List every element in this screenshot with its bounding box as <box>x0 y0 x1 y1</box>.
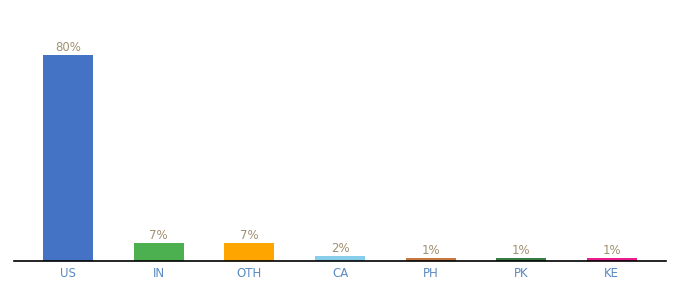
Text: 1%: 1% <box>422 244 440 257</box>
Text: 2%: 2% <box>330 242 350 255</box>
Bar <box>44 55 93 261</box>
Bar <box>587 258 636 261</box>
Text: 7%: 7% <box>240 229 258 242</box>
Text: 80%: 80% <box>55 40 81 54</box>
Bar <box>134 243 184 261</box>
Text: 1%: 1% <box>512 244 530 257</box>
Bar <box>406 258 456 261</box>
Bar <box>496 258 546 261</box>
Text: 7%: 7% <box>150 229 168 242</box>
Text: 1%: 1% <box>602 244 621 257</box>
Bar <box>315 256 365 261</box>
Bar <box>224 243 274 261</box>
